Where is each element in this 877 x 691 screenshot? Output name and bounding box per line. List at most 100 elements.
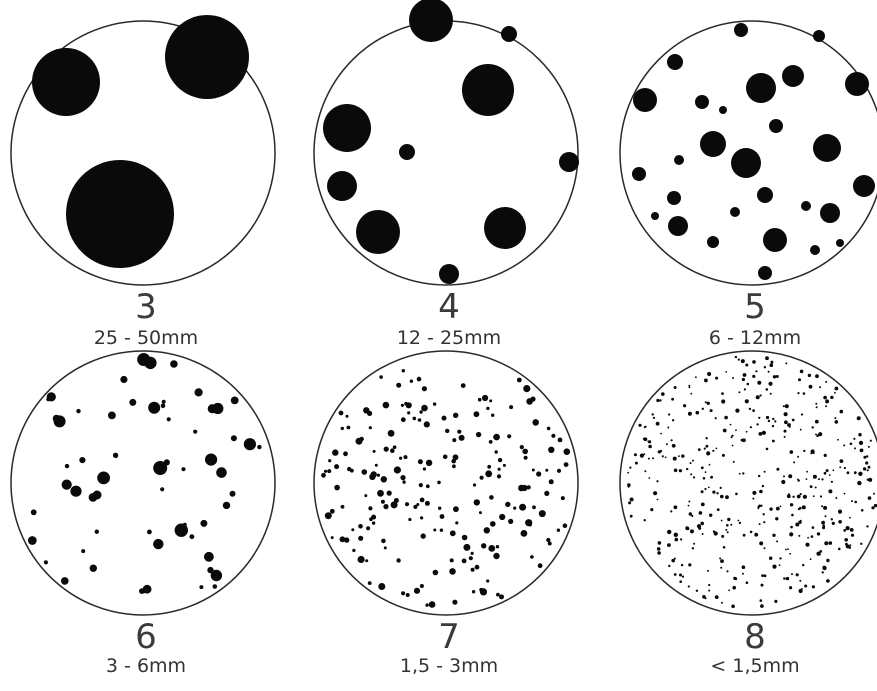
spot	[826, 579, 830, 583]
spot	[860, 542, 863, 545]
spot	[850, 533, 855, 537]
spot	[497, 467, 501, 471]
spot	[738, 391, 741, 394]
spot	[627, 485, 630, 488]
spot	[708, 583, 711, 587]
spot	[340, 426, 344, 431]
spot	[831, 521, 835, 525]
spot	[721, 601, 723, 604]
spot	[822, 525, 825, 528]
spot	[867, 465, 871, 469]
spot	[738, 472, 741, 475]
spot	[709, 409, 713, 413]
spot	[655, 421, 660, 426]
spot	[559, 152, 579, 172]
spot	[88, 493, 98, 502]
spot	[678, 469, 682, 473]
spot	[461, 534, 468, 541]
spot	[181, 467, 186, 472]
spot	[489, 495, 494, 500]
spot	[390, 448, 395, 453]
spot	[478, 511, 482, 515]
spot	[721, 453, 725, 457]
spot	[678, 455, 680, 458]
spot	[687, 585, 690, 588]
spot	[680, 563, 684, 567]
spot	[752, 497, 755, 500]
spot	[744, 399, 749, 404]
spot	[222, 501, 231, 510]
spot	[832, 469, 835, 472]
spot	[692, 476, 696, 479]
spot	[449, 558, 454, 563]
spot	[791, 418, 795, 422]
spot	[405, 593, 410, 597]
spot	[714, 417, 717, 420]
spot	[688, 512, 692, 516]
spot	[367, 581, 372, 585]
spot	[767, 370, 770, 373]
spot	[683, 404, 687, 408]
spot	[472, 483, 477, 487]
spot	[801, 588, 803, 590]
spot	[700, 466, 704, 470]
spot	[752, 374, 756, 378]
grade-range: 3 - 6mm	[105, 655, 187, 677]
spot	[789, 586, 793, 590]
spot	[779, 557, 782, 560]
spot	[548, 479, 554, 485]
spot	[61, 577, 69, 585]
spot	[70, 485, 82, 497]
spot	[758, 432, 763, 436]
spot	[808, 384, 813, 389]
spot	[547, 541, 552, 546]
spot	[758, 266, 772, 280]
circle-outline	[10, 350, 276, 616]
spot	[416, 503, 420, 506]
sample-circle-grade-6	[10, 350, 276, 616]
grade-number: 6	[135, 617, 157, 657]
spot	[724, 415, 728, 420]
spot	[865, 461, 869, 465]
spot	[873, 503, 877, 508]
spot	[332, 449, 339, 456]
spot	[769, 556, 773, 560]
spot	[120, 375, 128, 384]
spot	[811, 585, 815, 589]
spot	[814, 486, 817, 489]
spot	[439, 264, 459, 284]
grade-number: 7	[438, 617, 460, 657]
spot	[651, 413, 654, 416]
spot	[757, 380, 762, 385]
spot	[783, 429, 787, 433]
spot	[776, 540, 779, 543]
spot	[758, 474, 761, 478]
spot	[356, 210, 400, 254]
spot	[825, 405, 828, 408]
spot	[783, 577, 786, 580]
spot	[797, 455, 800, 458]
spot	[323, 104, 371, 152]
spot	[334, 464, 340, 470]
spot	[557, 437, 563, 443]
spot	[720, 559, 724, 563]
spot	[419, 410, 423, 414]
spot	[153, 461, 168, 475]
spot	[765, 356, 769, 361]
spot	[339, 536, 346, 543]
spot	[32, 48, 100, 116]
spot	[839, 466, 842, 469]
spot	[714, 595, 719, 599]
spot	[716, 508, 720, 511]
spot	[673, 532, 678, 537]
spot	[745, 581, 749, 584]
spot	[364, 494, 368, 498]
spot	[845, 544, 850, 549]
spot	[734, 577, 738, 581]
spot	[755, 395, 760, 400]
spot	[470, 551, 474, 555]
spot	[43, 560, 49, 565]
spot	[760, 504, 763, 507]
spot	[673, 386, 677, 389]
